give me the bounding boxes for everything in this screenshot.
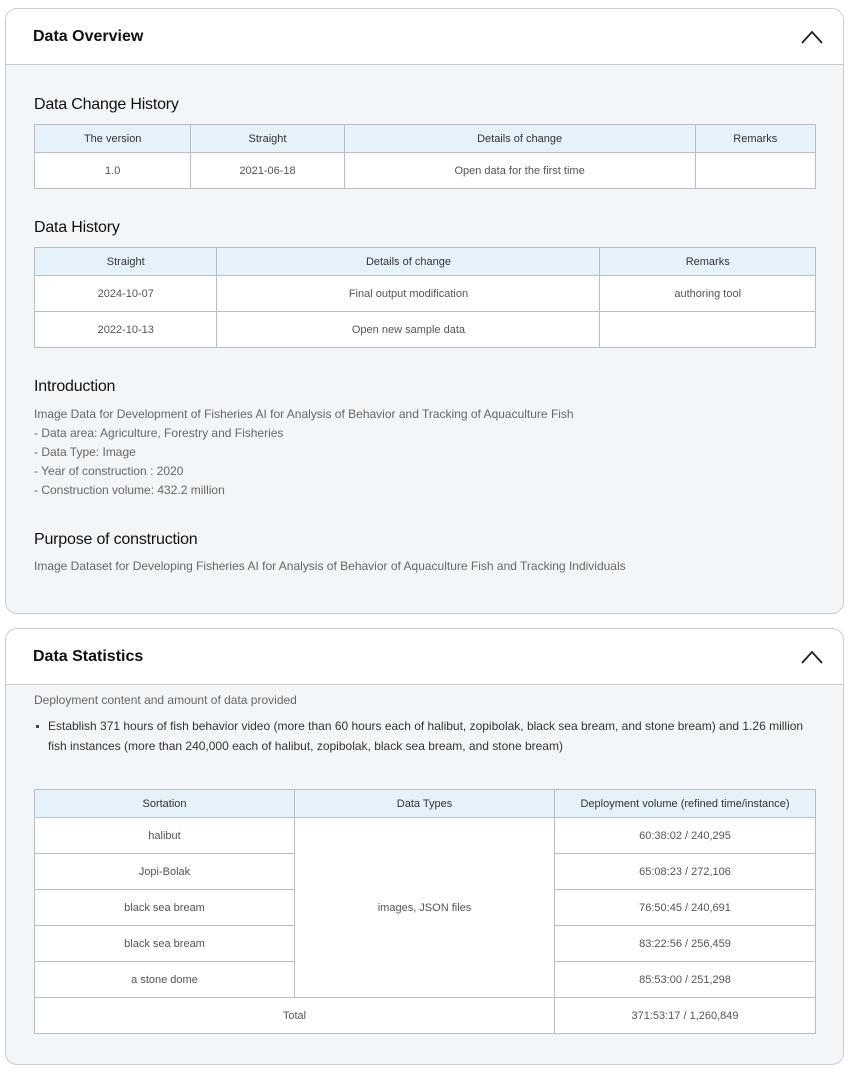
column-header: Details of change <box>216 247 601 276</box>
data-overview-header[interactable]: Data Overview <box>6 9 843 65</box>
table-row: 2024-10-07 Final output modification autho… <box>33 275 816 312</box>
cell: 2024-10-07 <box>33 275 218 312</box>
cell: 65:08:23 / 272,106 <box>554 853 816 890</box>
cell: Final output modification <box>216 275 601 312</box>
data-history-table: Straight Details of change Remarks 2024-10… <box>33 247 816 348</box>
section-title: Purpose of construction <box>34 531 198 548</box>
chevron-up-icon[interactable] <box>801 30 823 44</box>
data-statistics-header[interactable]: Data Statistics <box>6 629 843 685</box>
table-row: 2022-10-13 Open new sample data <box>33 311 816 348</box>
table-row: 1.0 2021-06-18 Open data for the first tim… <box>33 152 817 189</box>
intro-line: Image Data for Development of Fisheries … <box>34 407 574 421</box>
cell: a stone dome <box>34 961 295 998</box>
cell: halibut <box>34 817 295 854</box>
table-row: black sea bream 76:50:45 / 240,691 <box>34 889 816 926</box>
column-header: Details of change <box>343 124 696 153</box>
total-value: 371:53:17 / 1,260,849 <box>554 997 816 1034</box>
statistics-bullet: Establish 371 hours of fish behavior vid… <box>34 716 815 756</box>
column-header: Sortation <box>34 789 295 818</box>
intro-line: - Year of construction : 2020 <box>34 464 184 478</box>
chevron-up-icon[interactable] <box>801 650 823 664</box>
section-title: Introduction <box>34 378 116 395</box>
data-statistics-card: Data Statistics Deployment content and a… <box>5 628 844 1065</box>
cell: black sea bream <box>34 889 295 926</box>
cell: 1.0 <box>33 152 192 189</box>
cell <box>694 152 817 189</box>
card-title: Data Overview <box>33 27 144 45</box>
statistics-table: Sortation Data Types Deployment volume (re… <box>34 789 816 1034</box>
data-type-cell: images, JSON files <box>294 817 555 998</box>
cell: Open data for the first time <box>343 152 696 189</box>
column-header: Straight <box>33 247 218 276</box>
column-header: Remarks <box>599 247 816 276</box>
total-label: Total <box>34 997 555 1034</box>
table-row: Jopi-Bolak 65:08:23 / 272,106 <box>34 853 816 890</box>
intro-line: - Data area: Agriculture, Forestry and F… <box>34 426 284 440</box>
total-row: Total 371:53:17 / 1,260,849 <box>34 997 816 1034</box>
cell: black sea bream <box>34 925 295 962</box>
intro-line: - Data Type: Image <box>34 445 136 459</box>
cell: 76:50:45 / 240,691 <box>554 889 816 926</box>
table-row: a stone dome 85:53:00 / 251,298 <box>34 961 816 998</box>
cell: 85:53:00 / 251,298 <box>554 961 816 998</box>
column-header: Straight <box>190 124 345 153</box>
change-history-table: The version Straight Details of change Rema… <box>33 124 817 189</box>
intro-line: - Construction volume: 432.2 million <box>34 483 225 497</box>
data-overview-card: Data Overview Data Change History The ve… <box>5 8 844 614</box>
statistics-subtitle: Deployment content and amount of data pr… <box>34 693 297 707</box>
section-title: Data Change History <box>34 96 179 113</box>
section-title: Data History <box>34 219 120 236</box>
cell: 83:22:56 / 256,459 <box>554 925 816 962</box>
cell: Open new sample data <box>216 311 601 348</box>
cell: authoring tool <box>599 275 816 312</box>
purpose-text: Image Dataset for Developing Fisheries A… <box>34 559 626 573</box>
cell <box>599 311 816 348</box>
column-header: Data Types <box>294 789 555 818</box>
column-header: Remarks <box>694 124 817 153</box>
column-header: The version <box>33 124 192 153</box>
cell: 2022-10-13 <box>33 311 218 348</box>
table-row: halibut images, JSON files 60:38:02 / 240,… <box>34 817 816 998</box>
column-header: Deployment volume (refined time/instance… <box>554 789 816 818</box>
card-title: Data Statistics <box>33 647 144 665</box>
cell: Jopi-Bolak <box>34 853 295 890</box>
cell: 60:38:02 / 240,295 <box>554 817 816 854</box>
table-row: black sea bream 83:22:56 / 256,459 <box>34 925 816 962</box>
cell: 2021-06-18 <box>190 152 345 189</box>
